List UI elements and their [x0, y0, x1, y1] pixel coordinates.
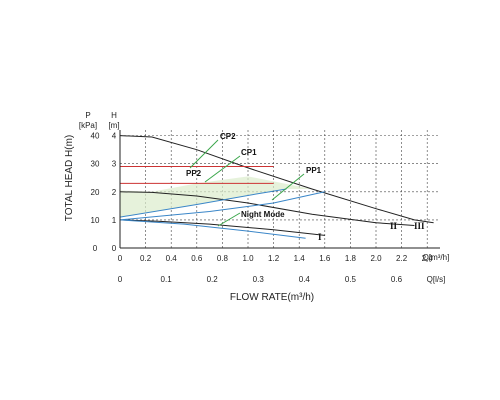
- y-tick-labels: 0 0 1 10 2 20 3 30 4 40: [91, 132, 117, 253]
- series-group: [119, 135, 434, 239]
- q-ls-tick-label: 0.5: [345, 275, 357, 284]
- label-night-mode: Night Mode: [241, 210, 285, 219]
- label-pp1: PP1: [306, 166, 322, 175]
- q-m3h-tick-label: 0: [118, 254, 123, 263]
- q-m3h-tick-label: 0.6: [191, 254, 203, 263]
- label-cp1: CP1: [241, 148, 257, 157]
- q-m3h-tick-label: 2.2: [396, 254, 408, 263]
- series-pp1: [119, 191, 325, 221]
- h-tick-label: 1: [112, 216, 117, 225]
- q-m3h-tick-label: 1.4: [294, 254, 306, 263]
- y-axis-title: TOTAL HEAD H(m): [64, 135, 75, 221]
- series-pp2: [119, 188, 287, 218]
- p-tick-label: 30: [91, 160, 100, 169]
- series-ii: [119, 191, 415, 226]
- h-tick-label: 2: [112, 188, 117, 197]
- p-tick-label: 20: [91, 188, 100, 197]
- h-unit-sub-label: [m]: [108, 121, 119, 130]
- label-curve-iii: III: [414, 221, 425, 231]
- label-pointer-line: [271, 173, 305, 201]
- h-tick-label: 0: [112, 244, 117, 253]
- x-tick-labels: 0 0.2 0.4 0.6 0.8 1.0 1.2 1.4 1.6 1.8 2.0 2.2 2.4 0 0.…: [118, 254, 434, 284]
- q-m3h-tick-label: 2.0: [370, 254, 382, 263]
- series-i: [119, 219, 325, 236]
- p-unit-sub-label: [kPa]: [79, 121, 97, 130]
- q-m3h-tick-label: 1.0: [242, 254, 254, 263]
- label-pointers: [189, 139, 305, 227]
- q-ls-unit-label: Q[l/s]: [427, 275, 446, 284]
- series-iii: [119, 135, 434, 224]
- p-tick-label: 10: [91, 216, 100, 225]
- q-ls-tick-label: 0.4: [299, 275, 311, 284]
- h-unit-label: H: [111, 111, 117, 120]
- q-m3h-tick-label: 1.2: [268, 254, 280, 263]
- label-cp2: CP2: [220, 132, 236, 141]
- p-unit-label: P: [85, 111, 90, 120]
- h-tick-label: 3: [112, 160, 117, 169]
- q-m3h-tick-label: 1.8: [345, 254, 357, 263]
- q-ls-tick-label: 0: [118, 275, 123, 284]
- operating-area: [120, 176, 312, 219]
- q-m3h-tick-label: 1.6: [319, 254, 331, 263]
- series-night-mode: [119, 219, 306, 239]
- q-m3h-tick-label: 0.8: [217, 254, 229, 263]
- q-m3h-unit-label: Q[m³/h]: [423, 253, 450, 262]
- q-m3h-tick-label: 2.4: [422, 254, 434, 263]
- label-pointer-line: [217, 212, 241, 227]
- q-ls-tick-label: 0.1: [161, 275, 173, 284]
- x-axis-title: FLOW RATE(m³/h): [230, 292, 314, 303]
- q-m3h-tick-label: 0.2: [140, 254, 152, 263]
- label-pointer-line: [204, 155, 241, 183]
- p-tick-label: 0: [93, 244, 98, 253]
- label-pp2: PP2: [186, 169, 202, 178]
- q-ls-tick-label: 0.2: [207, 275, 219, 284]
- h-tick-label: 4: [112, 132, 117, 141]
- label-curve-i: I: [318, 232, 322, 242]
- label-curve-ii: II: [390, 221, 398, 231]
- q-ls-tick-label: 0.6: [391, 275, 403, 284]
- p-tick-label: 40: [91, 132, 100, 141]
- label-pointer-line: [189, 139, 219, 169]
- q-ls-tick-label: 0.3: [253, 275, 265, 284]
- q-m3h-tick-label: 0.4: [166, 254, 178, 263]
